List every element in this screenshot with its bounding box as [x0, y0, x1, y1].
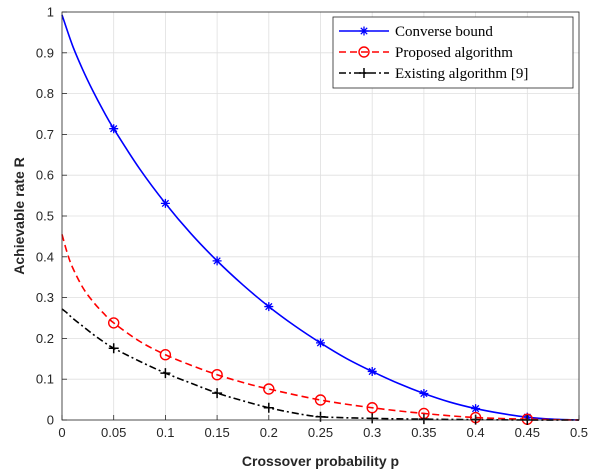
x-tick-label: 0.05 — [101, 425, 126, 440]
legend-marker — [359, 26, 369, 36]
y-tick-label: 0.6 — [36, 168, 54, 183]
y-tick-label: 0.1 — [36, 372, 54, 387]
series-line-proposed-algorithm — [61, 234, 580, 421]
data-point-marker — [263, 383, 275, 395]
data-point-marker — [159, 349, 172, 361]
series-converse-bound — [61, 14, 580, 422]
x-tick-label: 0.1 — [156, 425, 174, 440]
data-point-marker — [160, 368, 171, 379]
data-point-marker — [316, 338, 325, 348]
y-axis-title: Achievable rate R — [11, 157, 27, 275]
x-tick-label: 0.25 — [308, 425, 333, 440]
y-tick-label: 0 — [47, 413, 54, 428]
x-tick-label: 0.3 — [363, 425, 381, 440]
x-tick-label: 0.45 — [515, 425, 540, 440]
data-point-marker — [212, 388, 223, 399]
data-point-marker — [314, 394, 327, 406]
plot-series — [61, 14, 580, 425]
y-tick-label: 0.9 — [36, 45, 54, 60]
data-point-marker — [419, 388, 429, 398]
axis-ticks: 0 0.05 0.1 0.15 0.2 0.25 0.3 0.35 0.4 0.45 0.5 0 0.1… — [36, 5, 588, 441]
data-point-marker — [107, 317, 120, 329]
data-point-marker — [367, 366, 377, 376]
x-tick-label: 0.35 — [411, 425, 436, 440]
x-tick-label: 0.5 — [570, 425, 588, 440]
x-tick-label: 0.4 — [467, 425, 485, 440]
data-point-marker — [160, 198, 170, 208]
x-axis-title: Crossover probability p — [242, 453, 399, 469]
data-point-marker — [471, 404, 481, 414]
y-tick-label: 0.5 — [36, 209, 54, 224]
y-tick-label: 1 — [47, 5, 54, 20]
data-point-marker — [366, 402, 378, 414]
legend-entry-label: Existing algorithm [9] — [395, 66, 528, 82]
x-tick-label: 0.15 — [204, 425, 229, 440]
y-tick-label: 0.7 — [36, 127, 54, 142]
legend: Converse bound Proposed algorithm Existing… — [332, 16, 574, 89]
y-tick-label: 0.8 — [36, 86, 54, 101]
x-tick-label: 0.2 — [260, 425, 278, 440]
legend-marker — [359, 68, 369, 78]
data-point-marker — [109, 124, 119, 134]
legend-marker — [358, 46, 370, 58]
data-point-marker — [212, 256, 222, 266]
data-point-marker — [264, 302, 274, 312]
x-tick-label: 0 — [58, 425, 65, 440]
y-tick-label: 0.3 — [36, 290, 54, 305]
data-point-marker — [211, 369, 223, 381]
data-point-marker — [263, 402, 274, 413]
y-tick-label: 0.4 — [36, 249, 54, 264]
data-point-marker — [108, 343, 119, 354]
legend-entry-label: Proposed algorithm — [395, 45, 513, 61]
legend-entry-label: Converse bound — [395, 24, 493, 40]
y-tick-label: 0.2 — [36, 331, 54, 346]
